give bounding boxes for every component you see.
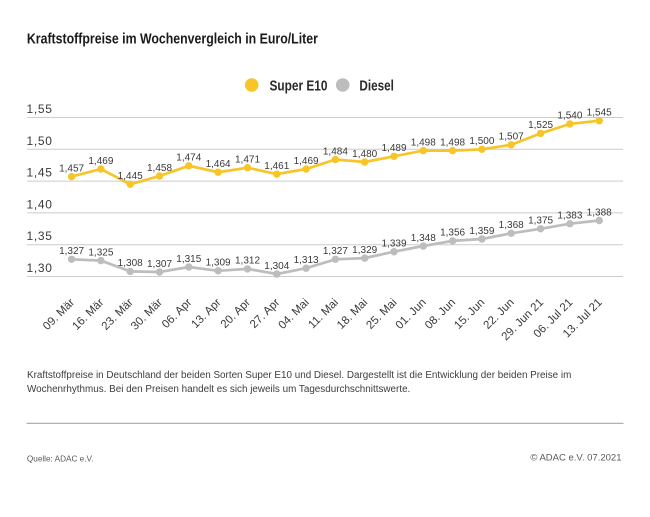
svg-text:04. Mai: 04. Mai bbox=[276, 297, 311, 332]
svg-text:Diesel: Diesel bbox=[359, 77, 394, 94]
svg-text:1,388: 1,388 bbox=[587, 207, 612, 218]
svg-text:15. Jun: 15. Jun bbox=[452, 297, 487, 332]
svg-text:1,484: 1,484 bbox=[323, 146, 348, 157]
svg-text:1,329: 1,329 bbox=[352, 245, 377, 256]
svg-text:23. Mär: 23. Mär bbox=[100, 297, 136, 333]
svg-text:1,457: 1,457 bbox=[59, 163, 84, 174]
svg-text:1,348: 1,348 bbox=[411, 233, 436, 244]
svg-text:1,35: 1,35 bbox=[27, 229, 53, 243]
svg-text:1,469: 1,469 bbox=[294, 156, 319, 167]
svg-text:1,498: 1,498 bbox=[411, 137, 436, 148]
svg-text:1,540: 1,540 bbox=[557, 111, 582, 122]
svg-text:© ADAC e.V. 07.2021: © ADAC e.V. 07.2021 bbox=[530, 453, 621, 464]
svg-text:1,464: 1,464 bbox=[206, 159, 231, 170]
svg-text:1,30: 1,30 bbox=[27, 261, 53, 275]
svg-text:1,339: 1,339 bbox=[381, 239, 406, 250]
svg-text:18. Mai: 18. Mai bbox=[335, 297, 370, 332]
svg-text:1,304: 1,304 bbox=[264, 261, 289, 272]
svg-text:1,500: 1,500 bbox=[469, 136, 494, 147]
svg-text:1,307: 1,307 bbox=[147, 259, 172, 270]
svg-text:01. Jun: 01. Jun bbox=[394, 297, 429, 332]
svg-text:1,40: 1,40 bbox=[27, 197, 53, 211]
svg-text:1,545: 1,545 bbox=[587, 108, 612, 119]
svg-text:Super E10: Super E10 bbox=[270, 77, 328, 94]
svg-text:13. Apr: 13. Apr bbox=[189, 297, 223, 331]
svg-text:20. Apr: 20. Apr bbox=[219, 297, 253, 331]
svg-text:11. Mai: 11. Mai bbox=[306, 297, 341, 332]
svg-text:1,327: 1,327 bbox=[323, 246, 348, 257]
svg-text:08. Jun: 08. Jun bbox=[423, 297, 458, 332]
svg-text:1,359: 1,359 bbox=[469, 226, 494, 237]
svg-text:1,498: 1,498 bbox=[440, 137, 465, 148]
svg-text:27. Apr: 27. Apr bbox=[248, 297, 282, 331]
svg-text:1,325: 1,325 bbox=[88, 247, 113, 258]
svg-text:30. Mär: 30. Mär bbox=[129, 297, 165, 333]
svg-text:1,461: 1,461 bbox=[264, 161, 289, 172]
svg-text:1,507: 1,507 bbox=[499, 132, 524, 143]
svg-text:25. Mai: 25. Mai bbox=[364, 297, 399, 332]
svg-text:1,313: 1,313 bbox=[294, 255, 319, 266]
svg-text:1,368: 1,368 bbox=[499, 220, 524, 231]
svg-text:09. Mär: 09. Mär bbox=[41, 297, 77, 333]
svg-text:1,474: 1,474 bbox=[176, 153, 201, 164]
svg-text:16. Mär: 16. Mär bbox=[70, 297, 106, 333]
svg-text:06. Apr: 06. Apr bbox=[160, 297, 194, 331]
svg-text:1,356: 1,356 bbox=[440, 228, 465, 239]
svg-text:1,445: 1,445 bbox=[118, 171, 143, 182]
svg-text:1,469: 1,469 bbox=[88, 156, 113, 167]
svg-text:1,309: 1,309 bbox=[206, 258, 231, 269]
svg-text:Quelle: ADAC e.V.: Quelle: ADAC e.V. bbox=[27, 454, 94, 463]
svg-text:1,50: 1,50 bbox=[27, 134, 53, 148]
svg-text:1,471: 1,471 bbox=[235, 155, 260, 166]
svg-text:1,525: 1,525 bbox=[528, 120, 553, 131]
svg-text:1,327: 1,327 bbox=[59, 246, 84, 257]
svg-text:1,480: 1,480 bbox=[352, 149, 377, 160]
svg-text:1,308: 1,308 bbox=[118, 258, 143, 269]
svg-text:1,45: 1,45 bbox=[27, 166, 53, 180]
svg-text:1,383: 1,383 bbox=[557, 211, 582, 222]
svg-text:1,312: 1,312 bbox=[235, 256, 260, 267]
svg-text:1,375: 1,375 bbox=[528, 216, 553, 227]
svg-text:Kraftstoffpreise im Wochenverg: Kraftstoffpreise im Wochenvergleich in E… bbox=[27, 31, 318, 48]
svg-text:1,458: 1,458 bbox=[147, 163, 172, 174]
svg-text:1,315: 1,315 bbox=[176, 254, 201, 265]
svg-text:1,55: 1,55 bbox=[27, 102, 53, 116]
svg-text:1,489: 1,489 bbox=[381, 143, 406, 154]
